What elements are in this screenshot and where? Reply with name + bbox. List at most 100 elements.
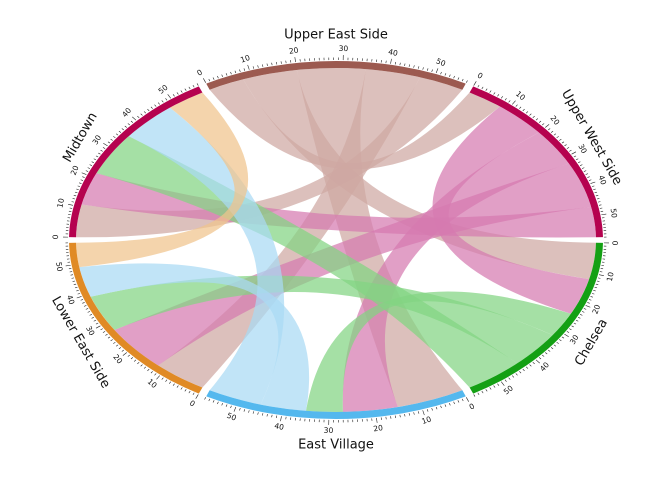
- tick-mark: [390, 58, 392, 64]
- tick-mark: [93, 158, 97, 161]
- tick-mark: [271, 62, 273, 66]
- tick-mark: [156, 375, 160, 380]
- tick-mark: [91, 316, 95, 319]
- tick-mark: [252, 66, 255, 69]
- tick-mark: [102, 147, 106, 149]
- tick-mark: [559, 138, 562, 141]
- tick-mark: [261, 64, 264, 67]
- tick-mark: [489, 90, 492, 93]
- tick-mark: [72, 198, 76, 200]
- tick-mark: [140, 113, 143, 116]
- tick-mark: [98, 152, 101, 155]
- ribbon-ues-ev: [296, 68, 463, 408]
- tick-mark: [85, 170, 89, 172]
- tick-mark: [512, 100, 516, 105]
- tick-mark: [83, 305, 87, 307]
- tick-mark: [110, 339, 113, 342]
- tick-mark: [188, 390, 191, 394]
- tick-mark: [77, 293, 81, 295]
- tick-mark: [591, 293, 595, 295]
- tick-mark: [485, 88, 488, 91]
- tick-mark: [150, 371, 153, 374]
- tick-mark: [448, 403, 451, 406]
- tick-mark: [180, 387, 183, 390]
- tick-mark: [477, 392, 480, 396]
- tick-mark: [76, 188, 79, 190]
- ribbon-chelsea-ev: [305, 291, 571, 413]
- tick-mark: [217, 75, 219, 79]
- tick-mark: [234, 70, 237, 74]
- ribbon-ues-uws: [209, 79, 500, 170]
- tick-mark: [87, 311, 91, 313]
- tick-mark: [426, 409, 429, 412]
- tick-mark: [461, 78, 464, 82]
- tick-mark: [113, 341, 116, 344]
- tick-mark: [504, 98, 507, 101]
- tick-mark: [535, 118, 539, 121]
- tick-mark: [538, 120, 542, 123]
- segment-arc-ev[interactable]: [206, 390, 466, 419]
- tick-mark: [553, 344, 557, 347]
- tick-mark: [196, 83, 199, 86]
- tick-mark: [579, 164, 583, 166]
- tick-mark: [569, 149, 572, 152]
- tick-mark: [147, 108, 150, 112]
- tick-mark: [413, 412, 415, 415]
- arcs-layer: [69, 61, 603, 419]
- tick-mark: [239, 408, 241, 411]
- ribbon-chelsea-midtown: [96, 136, 518, 388]
- tick-label: 20: [111, 352, 124, 365]
- ribbon-ev-les: [79, 263, 310, 411]
- tick-mark: [80, 179, 84, 181]
- tick-mark: [417, 411, 420, 414]
- tick-mark: [508, 100, 511, 103]
- tick-mark: [243, 409, 246, 412]
- tick-mark: [74, 286, 78, 289]
- ribbon-les-midtown: [76, 92, 249, 268]
- tick-mark: [435, 68, 439, 74]
- tick-mark: [575, 158, 579, 161]
- tick-mark: [457, 400, 460, 403]
- tick-mark: [271, 414, 273, 418]
- tick-mark: [161, 377, 164, 380]
- tick-mark: [143, 111, 147, 114]
- tick-mark: [515, 104, 518, 107]
- tick-mark: [515, 373, 518, 376]
- tick-mark: [585, 305, 591, 308]
- tick-label: 20: [288, 45, 299, 55]
- segment-label-ues: Upper East Side: [284, 28, 388, 43]
- tick-label: 40: [387, 47, 398, 58]
- tick-mark: [512, 375, 515, 378]
- tick-mark: [115, 133, 119, 136]
- tick-mark: [435, 406, 438, 410]
- tick-mark: [122, 352, 127, 356]
- tick-mark: [76, 290, 79, 292]
- tick-mark: [154, 373, 157, 376]
- tick-mark: [489, 387, 492, 390]
- tick-mark: [404, 413, 406, 417]
- tick-mark: [105, 333, 108, 336]
- tick-mark: [221, 403, 224, 406]
- ribbon-uws-midtown: [81, 173, 596, 238]
- tick-mark: [399, 414, 401, 418]
- tick-mark: [137, 361, 140, 365]
- tick-mark: [239, 69, 241, 72]
- tick-mark: [280, 416, 282, 422]
- tick-mark: [103, 142, 108, 147]
- tick-mark: [140, 364, 143, 367]
- tick-mark: [422, 410, 425, 416]
- tick-mark: [124, 125, 127, 128]
- tick-mark: [473, 81, 477, 86]
- tick-mark: [575, 319, 579, 322]
- tick-mark: [102, 331, 106, 333]
- tick-mark: [100, 149, 103, 152]
- tick-mark: [154, 104, 157, 107]
- tick-mark: [561, 336, 565, 339]
- tick-mark: [248, 410, 250, 413]
- tick-label: 20: [590, 303, 602, 315]
- tick-mark: [522, 368, 525, 372]
- tick-mark: [376, 417, 378, 423]
- tick-mark: [545, 124, 550, 128]
- tick-mark: [417, 66, 420, 69]
- segment-arc-ues[interactable]: [206, 61, 466, 90]
